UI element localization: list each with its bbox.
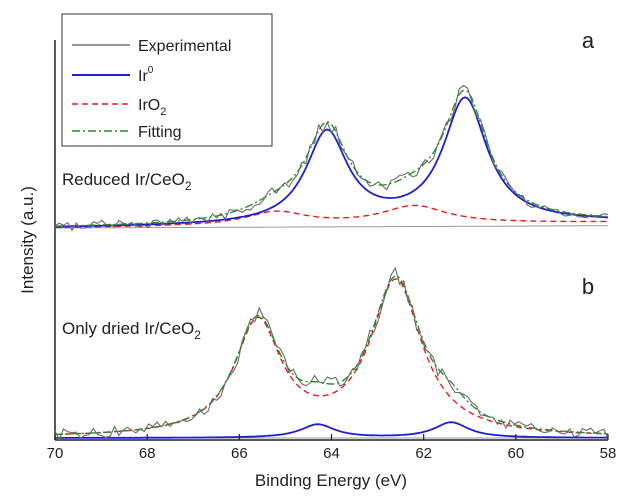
legend-label-iro2: IrO2 <box>138 97 166 118</box>
legend-box <box>61 13 273 147</box>
series-layer <box>54 84 609 441</box>
x-tick-label: 62 <box>415 445 432 462</box>
x-tick-label: 64 <box>323 445 340 462</box>
legend-label-fitting: Fitting <box>138 124 182 141</box>
x-tick-label: 66 <box>231 445 248 462</box>
x-ticks: 70 68 66 64 62 60 58 <box>47 434 617 462</box>
x-tick-label: 70 <box>47 445 64 462</box>
x-axis-label: Binding Energy (eV) <box>255 471 407 490</box>
iro2-component-reduced <box>55 204 608 229</box>
x-tick-label: 58 <box>600 445 617 462</box>
x-tick-label: 68 <box>139 445 156 462</box>
x-tick-label: 60 <box>507 445 524 462</box>
panel-label-b: b <box>582 274 594 299</box>
legend: Experimental Ir0 IrO2 Fitting <box>61 13 273 147</box>
legend-label-experimental: Experimental <box>138 38 231 55</box>
y-axis-label: Intensity (a.u.) <box>18 186 37 294</box>
fitting-curve-reduced <box>55 89 609 227</box>
iro2-component-dried <box>54 278 608 436</box>
plot-area: 70 68 66 64 62 60 58 <box>47 40 617 462</box>
experimental-curve-dried <box>54 266 609 441</box>
experimental-curve-reduced <box>54 84 609 232</box>
panel-label-a: a <box>582 28 595 53</box>
legend-label-ir0: Ir0 <box>138 65 154 85</box>
background-line-reduced <box>55 225 608 229</box>
sample-label-reduced: Reduced Ir/CeO2 <box>62 170 192 193</box>
sample-label-dried: Only dried Ir/CeO2 <box>62 319 201 342</box>
fitting-curve-dried <box>54 275 609 436</box>
